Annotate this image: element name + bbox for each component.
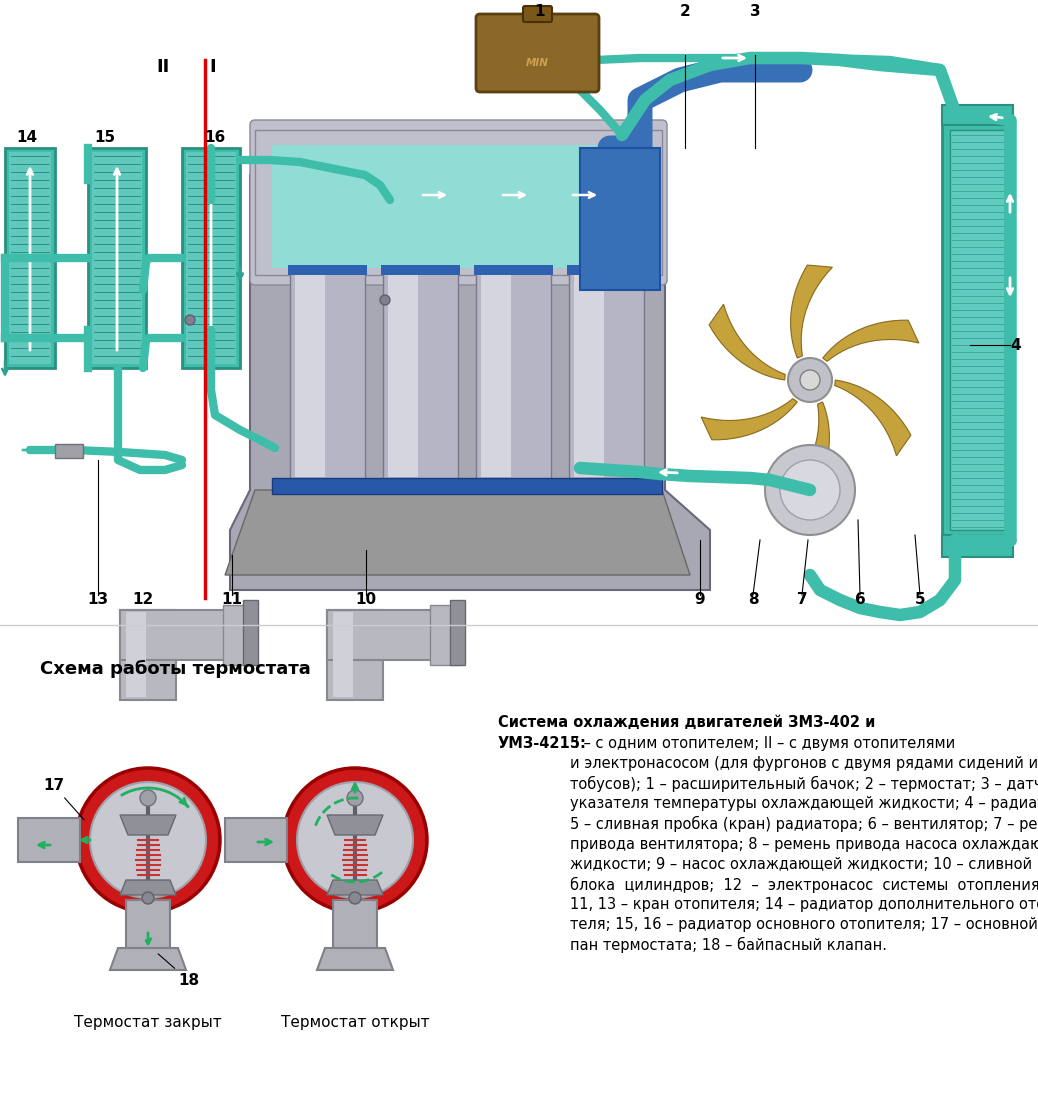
Circle shape (788, 358, 832, 402)
Bar (383, 268, 458, 482)
Bar (88, 148, 146, 368)
Polygon shape (788, 402, 829, 495)
Bar (288, 265, 367, 275)
Polygon shape (110, 948, 186, 970)
Bar (55, 444, 83, 458)
Bar (126, 612, 146, 697)
Bar (388, 271, 418, 477)
Polygon shape (835, 380, 911, 456)
Bar (272, 478, 662, 493)
FancyBboxPatch shape (476, 14, 599, 92)
Bar (92, 152, 142, 364)
Text: 16: 16 (204, 131, 225, 145)
Text: 2: 2 (680, 4, 690, 20)
Polygon shape (327, 815, 383, 835)
Bar (5, 148, 55, 368)
Circle shape (380, 295, 390, 306)
Polygon shape (255, 130, 662, 275)
Bar (430, 606, 460, 665)
Polygon shape (120, 815, 176, 835)
Polygon shape (580, 148, 660, 290)
FancyBboxPatch shape (523, 5, 552, 22)
Bar (120, 610, 176, 700)
FancyBboxPatch shape (250, 120, 667, 285)
Bar (18, 818, 80, 862)
Circle shape (349, 892, 361, 904)
Text: 6: 6 (854, 592, 866, 608)
Bar (450, 600, 465, 665)
Text: УМЗ-4215:: УМЗ-4215: (498, 736, 586, 751)
Bar (327, 610, 457, 660)
Circle shape (140, 790, 156, 806)
Text: 3: 3 (749, 4, 760, 20)
Bar (333, 900, 377, 955)
Polygon shape (120, 880, 176, 895)
Bar (243, 600, 258, 665)
Bar (943, 106, 1013, 125)
Bar (333, 612, 353, 697)
Polygon shape (709, 304, 786, 380)
Circle shape (185, 315, 195, 325)
Circle shape (800, 370, 820, 390)
Bar (120, 610, 250, 660)
Bar (474, 265, 553, 275)
Circle shape (297, 782, 413, 898)
Bar (481, 271, 511, 477)
Circle shape (283, 768, 427, 912)
Text: 7: 7 (797, 592, 808, 608)
Bar (182, 148, 240, 368)
Bar (186, 152, 236, 364)
Text: 10: 10 (355, 592, 377, 608)
Circle shape (90, 782, 206, 898)
Polygon shape (272, 145, 645, 268)
Text: 4: 4 (1010, 337, 1020, 353)
Polygon shape (225, 490, 690, 575)
Text: 18: 18 (158, 954, 199, 988)
Bar (9, 152, 51, 364)
Bar (327, 610, 383, 700)
Text: 12: 12 (133, 592, 154, 608)
Polygon shape (701, 399, 797, 440)
Text: Термостат открыт: Термостат открыт (280, 1015, 430, 1030)
Polygon shape (823, 320, 919, 362)
Bar (225, 818, 286, 862)
Text: Схема работы термостата: Схема работы термостата (39, 660, 310, 678)
Polygon shape (230, 175, 710, 590)
Bar (567, 265, 646, 275)
Text: 1: 1 (535, 4, 545, 20)
Bar (295, 271, 325, 477)
Bar (950, 130, 1005, 530)
Circle shape (765, 445, 855, 535)
Polygon shape (327, 880, 383, 895)
Bar (290, 268, 365, 482)
Circle shape (780, 460, 840, 520)
Bar (943, 122, 1013, 539)
Circle shape (142, 892, 154, 904)
Text: Термостат закрыт: Термостат закрыт (74, 1015, 222, 1030)
Bar (223, 606, 253, 665)
Circle shape (76, 768, 220, 912)
Text: I – с одним отопителем; II – с двумя отопителями
и электронасосом (для фургонов : I – с одним отопителем; II – с двумя ото… (570, 736, 1038, 953)
Text: MIN: MIN (526, 58, 549, 68)
Bar (943, 535, 1013, 557)
Bar (476, 268, 551, 482)
Text: 9: 9 (694, 592, 705, 608)
Text: Система охлаждения двигателей ЗМЗ-402 и: Система охлаждения двигателей ЗМЗ-402 и (498, 715, 875, 730)
Bar (574, 271, 604, 477)
Bar (569, 268, 644, 482)
Text: 11: 11 (221, 592, 243, 608)
Text: 5: 5 (914, 592, 925, 608)
Polygon shape (791, 265, 832, 358)
Text: 17: 17 (43, 778, 84, 820)
Bar (381, 265, 460, 275)
Text: 13: 13 (87, 592, 109, 608)
Text: I: I (210, 58, 216, 76)
Bar (126, 900, 170, 955)
Text: 15: 15 (94, 131, 115, 145)
Text: 14: 14 (17, 131, 37, 145)
Circle shape (347, 790, 363, 806)
Text: 8: 8 (747, 592, 759, 608)
Polygon shape (317, 948, 393, 970)
Text: II: II (157, 58, 169, 76)
